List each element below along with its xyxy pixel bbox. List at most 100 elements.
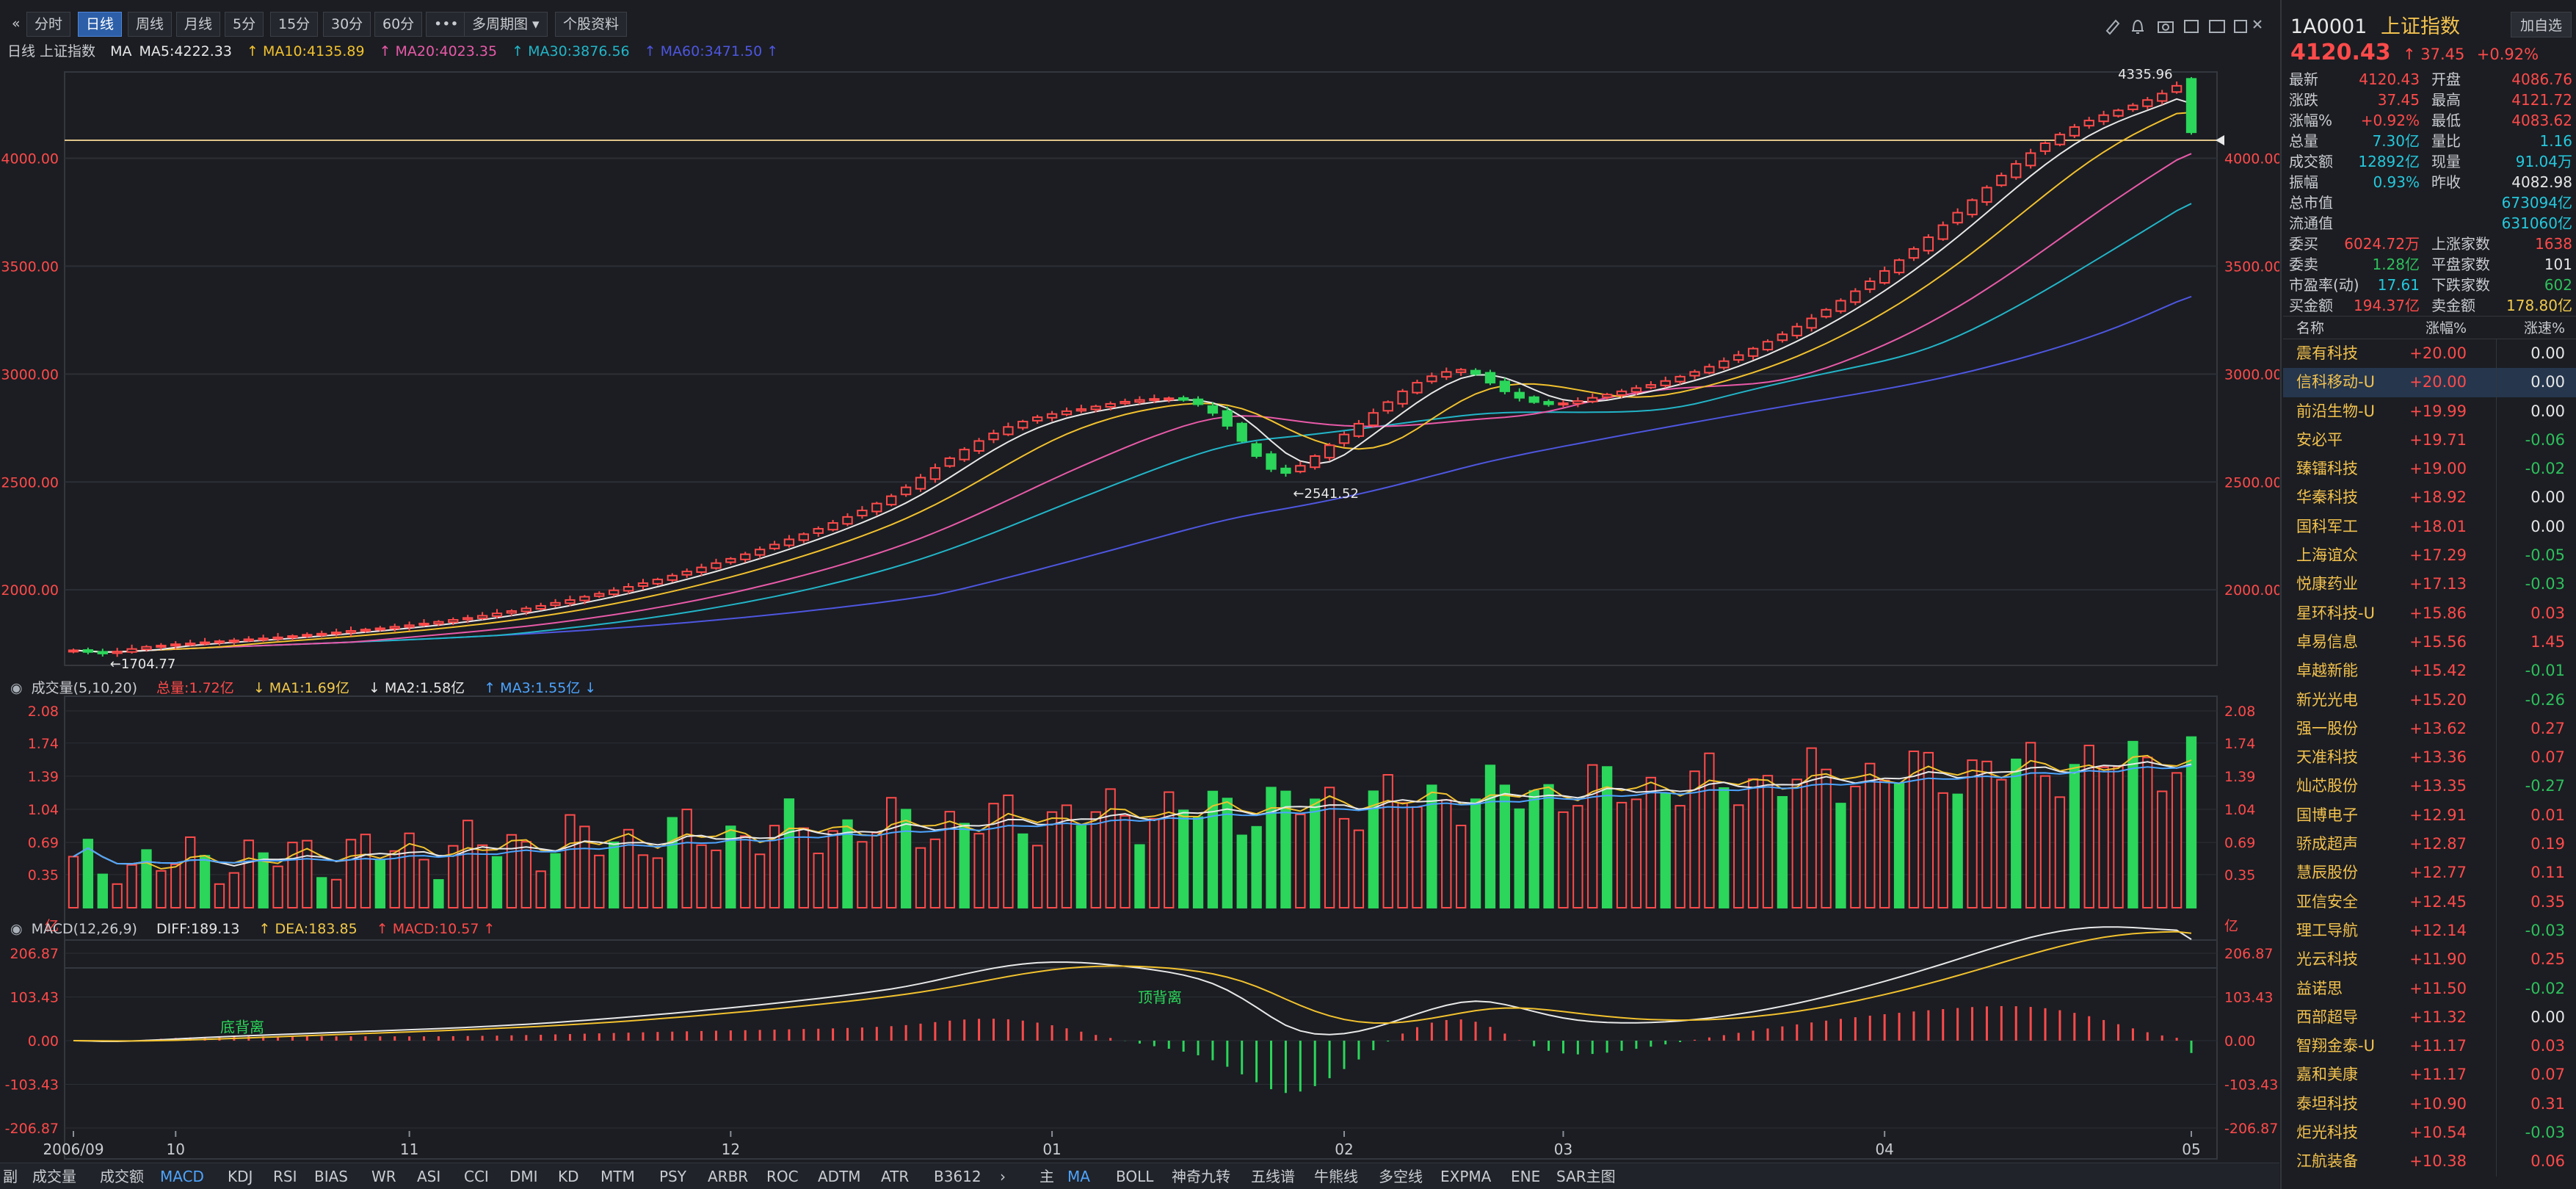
list-item[interactable]: 嘉和美康 +11.17 0.07 xyxy=(2283,1060,2576,1090)
volume-bar[interactable] xyxy=(900,809,912,908)
sub-indicator-tab[interactable]: 成交量 xyxy=(32,1168,76,1185)
volume-bar[interactable] xyxy=(2142,756,2153,908)
sub-indicator-tab[interactable]: 副 xyxy=(3,1168,18,1185)
candle-up[interactable] xyxy=(141,646,152,651)
volume-bar[interactable] xyxy=(97,873,108,908)
volume-bar[interactable] xyxy=(1236,834,1247,908)
volume-bar[interactable] xyxy=(185,836,196,909)
volume-bar[interactable] xyxy=(1558,811,1569,908)
header-name[interactable]: 名称 xyxy=(2296,320,2325,336)
volume-bar[interactable] xyxy=(1484,765,1496,908)
candle-up[interactable] xyxy=(637,582,649,588)
volume-bar[interactable] xyxy=(126,864,137,908)
candle-up[interactable] xyxy=(2083,120,2094,127)
candle-up[interactable] xyxy=(506,610,518,614)
list-item[interactable]: 灿芯股份 +13.35 -0.27 xyxy=(2283,772,2576,801)
volume-bar[interactable] xyxy=(667,817,678,909)
period-tab-15min[interactable]: 15分 xyxy=(270,12,319,37)
candle-up[interactable] xyxy=(1572,400,1583,405)
candle-up[interactable] xyxy=(1017,420,1028,429)
candle-up[interactable] xyxy=(1061,410,1073,416)
candle-up[interactable] xyxy=(1791,325,1802,336)
list-item[interactable]: 悦康药业 +17.13 -0.03 xyxy=(2283,570,2576,599)
candle-down[interactable] xyxy=(1207,405,1219,414)
candle-down[interactable] xyxy=(1543,401,1554,405)
sub-indicator-tab[interactable]: › xyxy=(1000,1168,1006,1185)
candle-up[interactable] xyxy=(199,641,211,645)
collapse-circle-icon[interactable]: ◉ xyxy=(10,680,23,696)
volume-bar[interactable] xyxy=(1412,806,1423,909)
volume-bar[interactable] xyxy=(652,857,664,908)
volume-bar[interactable] xyxy=(2039,775,2051,908)
sub-indicator-tab[interactable]: KD xyxy=(558,1168,579,1185)
volume-bar[interactable] xyxy=(1893,782,1905,908)
candle-up[interactable] xyxy=(1003,426,1014,436)
candle-up[interactable] xyxy=(1295,465,1306,473)
main-indicator-tab[interactable]: 牛熊线 xyxy=(1314,1168,1358,1185)
volume-bar[interactable] xyxy=(1747,778,1759,909)
sub-indicator-tab[interactable]: ADTM xyxy=(818,1168,861,1185)
macd-pane[interactable] xyxy=(73,926,2193,1094)
candle-up[interactable] xyxy=(1747,347,1759,357)
candle-up[interactable] xyxy=(1558,402,1569,406)
volume-bar[interactable] xyxy=(1178,809,1189,908)
volume-bar[interactable] xyxy=(1338,817,1350,909)
candle-up[interactable] xyxy=(827,522,838,531)
volume-bar[interactable] xyxy=(214,883,225,908)
volume-bar[interactable] xyxy=(1689,770,1700,908)
sub-indicator-tab[interactable]: PSY xyxy=(659,1168,686,1185)
candle-up[interactable] xyxy=(2127,104,2138,110)
volume-bar[interactable] xyxy=(1821,768,1832,908)
volume-bar[interactable] xyxy=(491,856,503,909)
list-item[interactable]: 震有科技 +20.00 0.00 xyxy=(2283,339,2576,369)
volume-bar[interactable] xyxy=(1207,790,1219,908)
candle-up[interactable] xyxy=(2098,114,2109,123)
volume-bar[interactable] xyxy=(1630,798,1642,909)
candle-up[interactable] xyxy=(886,495,897,506)
volume-bar[interactable] xyxy=(1850,785,1861,908)
header-pct[interactable]: 涨幅% xyxy=(2425,320,2467,336)
volume-bar[interactable] xyxy=(973,833,984,908)
candle-up[interactable] xyxy=(565,599,576,604)
candle-up[interactable] xyxy=(1426,375,1437,383)
volume-bar[interactable] xyxy=(360,834,371,909)
volume-bar[interactable] xyxy=(594,854,605,908)
volume-bar[interactable] xyxy=(112,883,123,908)
volume-bar[interactable] xyxy=(302,839,313,909)
volume-bar[interactable] xyxy=(1967,759,1978,909)
volume-bar[interactable] xyxy=(520,841,531,909)
candle-up[interactable] xyxy=(1923,236,1934,252)
candle-up[interactable] xyxy=(1368,412,1379,427)
volume-bar[interactable] xyxy=(1075,825,1087,908)
candle-up[interactable] xyxy=(1719,360,1730,369)
candle-up[interactable] xyxy=(1134,399,1145,403)
stock-profile-button[interactable]: 个股资料 xyxy=(555,12,628,37)
volume-bar[interactable] xyxy=(1499,784,1511,908)
volume-bar[interactable] xyxy=(1996,778,2007,908)
candle-up[interactable] xyxy=(1865,281,1876,290)
candle-up[interactable] xyxy=(302,634,313,637)
volume-bar[interactable] xyxy=(258,852,269,909)
volume-bar[interactable] xyxy=(798,827,809,908)
list-item[interactable]: 国博电子 +12.91 0.01 xyxy=(2283,801,2576,831)
candle-down[interactable] xyxy=(1499,380,1511,392)
volume-bar[interactable] xyxy=(1456,825,1467,909)
volume-bar[interactable] xyxy=(1441,799,1452,908)
candle-up[interactable] xyxy=(389,626,400,629)
list-item[interactable]: 臻镭科技 +19.00 -0.02 xyxy=(2283,455,2576,484)
candle-up[interactable] xyxy=(609,589,620,596)
list-item[interactable]: 炬光科技 +10.54 -0.03 xyxy=(2283,1118,2576,1148)
main-indicator-tab[interactable]: SAR主图 xyxy=(1556,1168,1616,1185)
candle-up[interactable] xyxy=(711,562,722,569)
candle-up[interactable] xyxy=(126,648,137,653)
list-item[interactable]: 前沿生物-U +19.99 0.00 xyxy=(2283,397,2576,426)
sub-indicator-tab[interactable]: BIAS xyxy=(314,1168,348,1185)
main-indicator-tab[interactable]: 神奇九转 xyxy=(1172,1168,1230,1185)
candle-up[interactable] xyxy=(228,639,240,643)
candle-up[interactable] xyxy=(345,629,357,634)
candle-up[interactable] xyxy=(973,440,984,452)
list-item[interactable]: 慧辰股份 +12.77 0.11 xyxy=(2283,859,2576,888)
candle-up[interactable] xyxy=(857,510,868,517)
volume-bar[interactable] xyxy=(1733,804,1744,908)
candle-up[interactable] xyxy=(272,636,283,640)
